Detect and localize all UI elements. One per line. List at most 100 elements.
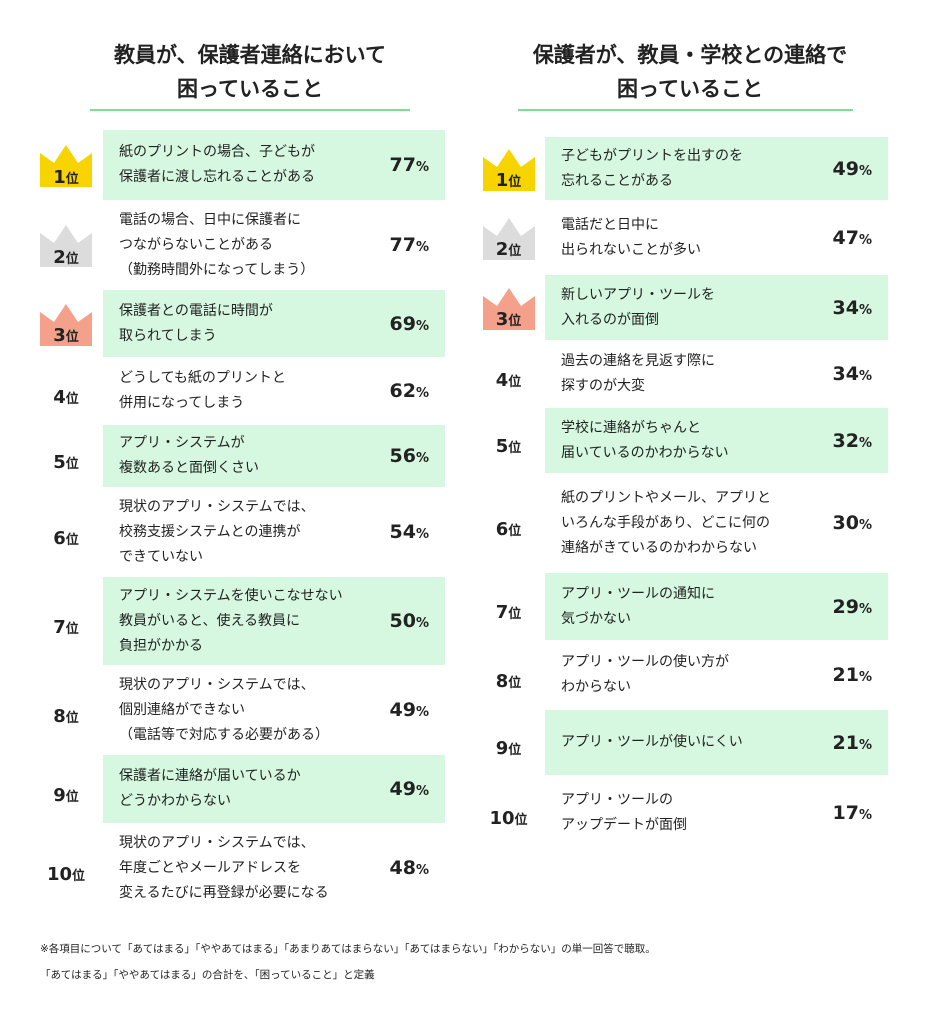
rank: 8位	[478, 645, 539, 705]
crown	[482, 287, 535, 330]
left-title: 教員が、保護者連絡において 困っていること	[114, 43, 386, 101]
crown-shape	[40, 225, 92, 267]
item-value: 49%	[390, 699, 445, 721]
item-value: 77%	[390, 234, 445, 256]
rank-number: 1	[53, 166, 66, 188]
rank-row: 9位 保護者に連絡が届いているか どうかわからない 49%	[35, 755, 445, 823]
item-value: 54%	[390, 521, 445, 543]
rank-row: 6位 現状のアプリ・システムでは、 校務支援システムとの連携が できていない 54%	[35, 492, 445, 572]
rank-suffix: 位	[65, 621, 79, 637]
rank-number: 7	[53, 616, 66, 638]
rank-suffix: 位	[508, 314, 522, 329]
item-box: どうしても紙のプリントと 併用になってしまう 62%	[103, 362, 445, 420]
rank-row: 10位 アプリ・ツールの アップデートが面倒 17%	[478, 780, 888, 845]
rank-suffix: 位	[72, 868, 86, 884]
rank-row: 4位 過去の連絡を見返す際に 探すのが大変 34%	[478, 345, 888, 403]
rank-suffix: 位	[65, 710, 79, 726]
rank-number: 9	[495, 738, 509, 759]
item-box: 過去の連絡を見返す際に 探すのが大変 34%	[545, 345, 888, 403]
item-box: 現状のアプリ・システムでは、 年度ごとやメールアドレスを 変えるたびに再登録が必…	[103, 828, 445, 908]
crown-shape	[482, 217, 535, 260]
percent-unit: %	[858, 807, 872, 823]
rank-label: 8位	[496, 665, 522, 692]
percent-unit: %	[858, 670, 872, 685]
item-value: 69%	[390, 313, 445, 335]
rank-number: 8	[53, 705, 66, 727]
percent-number: 32	[832, 429, 859, 452]
percent-number: 49	[832, 157, 859, 180]
item-text: 過去の連絡を見返す際に 探すのが大変	[561, 353, 715, 394]
rank-row: 1位 紙のプリントの場合、子どもが 保護者に渡し忘れることがある 77%	[35, 130, 445, 200]
item-text: 紙のプリントやメール、アプリと いろんな手段があり、どこに何の 連絡がきているの…	[561, 489, 771, 556]
rank-suffix: 位	[508, 675, 522, 691]
item-text: アプリ・ツールの アップデートが面倒	[561, 791, 687, 833]
item-value: 48%	[390, 857, 445, 879]
rank-number: 4	[53, 386, 66, 408]
item-value: 29%	[833, 596, 888, 618]
percent-number: 29	[832, 595, 859, 618]
percent-unit: %	[858, 601, 872, 617]
percent-unit: %	[858, 302, 872, 318]
rank-suffix: 位	[508, 743, 522, 758]
rank-number: 7	[495, 602, 509, 623]
item-box: 保護者との電話に時間が 取られてしまう 69%	[103, 290, 445, 357]
rank: 2位	[35, 205, 97, 285]
rank-label: 5位	[53, 446, 79, 473]
crown	[40, 145, 92, 187]
item-text: 子どもがプリントを出すのを 忘れることがある	[561, 147, 743, 189]
rank-label: 10位	[489, 802, 527, 829]
item-box: 紙のプリントの場合、子どもが 保護者に渡し忘れることがある 77%	[103, 130, 445, 200]
rank: 5位	[478, 408, 539, 473]
percent-unit: %	[858, 518, 872, 533]
percent-number: 77	[389, 154, 416, 176]
rank-label: 6位	[53, 522, 79, 549]
item-box: 保護者に連絡が届いているか どうかわからない 49%	[103, 755, 445, 823]
item-value: 49%	[390, 778, 445, 800]
crown-shape	[40, 145, 92, 187]
percent-unit: %	[415, 240, 429, 255]
percent-unit: %	[415, 616, 429, 631]
item-value: 77%	[390, 154, 445, 176]
rank: 9位	[35, 755, 97, 823]
percent-number: 17	[832, 801, 859, 824]
percent-unit: %	[858, 163, 872, 179]
right-title: 保護者が、教員・学校との連絡で 困っていること	[532, 43, 848, 101]
rank-number: 6	[495, 518, 509, 540]
rank-suffix: 位	[65, 330, 79, 345]
rank-label: 1位	[496, 164, 522, 191]
item-value: 34%	[833, 297, 888, 319]
rank-suffix: 位	[508, 523, 522, 539]
rank: 10位	[478, 780, 539, 845]
rank-suffix: 位	[65, 171, 79, 187]
rank-number: 2	[53, 246, 66, 268]
rank-suffix: 位	[508, 607, 522, 622]
rank-suffix: 位	[65, 391, 79, 407]
rank: 4位	[35, 362, 97, 420]
rank-number: 10	[46, 863, 73, 885]
item-box: アプリ・ツールの アップデートが面倒 17%	[545, 780, 888, 845]
item-text: アプリ・ツールの通知に 気づかない	[561, 585, 715, 627]
rank-number: 5	[53, 451, 66, 473]
percent-number: 56	[389, 445, 416, 467]
footnote: ※各項目について「あてはまる」「ややあてはまる」「あまりあてはまらない」「あては…	[40, 943, 656, 981]
item-box: アプリ・ツールの通知に 気づかない 29%	[545, 573, 888, 640]
percent-unit: %	[858, 232, 872, 248]
rank: 2位	[478, 205, 539, 270]
rank-number: 5	[495, 436, 509, 457]
rank-row: 2位 電話の場合、日中に保護者に つながらないことがある （勤務時間外になってしま…	[35, 205, 445, 285]
rank-label: 9位	[496, 732, 522, 759]
rank-label: 6位	[496, 513, 522, 540]
rank-suffix: 位	[508, 175, 522, 190]
percent-number: 62	[389, 380, 416, 402]
item-text: 紙のプリントの場合、子どもが 保護者に渡し忘れることがある	[119, 144, 315, 185]
title-rule	[90, 109, 410, 111]
item-box: アプリ・ツールの使い方が わからない 21%	[545, 645, 888, 705]
rank-row: 2位 電話だと日中に 出られないことが多い 47%	[478, 205, 888, 270]
rank-number: 3	[495, 309, 509, 330]
item-value: 32%	[833, 430, 888, 452]
item-box: 新しいアプリ・ツールを 入れるのが面倒 34%	[545, 275, 888, 340]
rank-suffix: 位	[508, 374, 522, 390]
rank-number: 1	[495, 170, 509, 191]
item-box: アプリ・ツールが使いにくい 21%	[545, 710, 888, 775]
rank: 3位	[478, 275, 539, 340]
